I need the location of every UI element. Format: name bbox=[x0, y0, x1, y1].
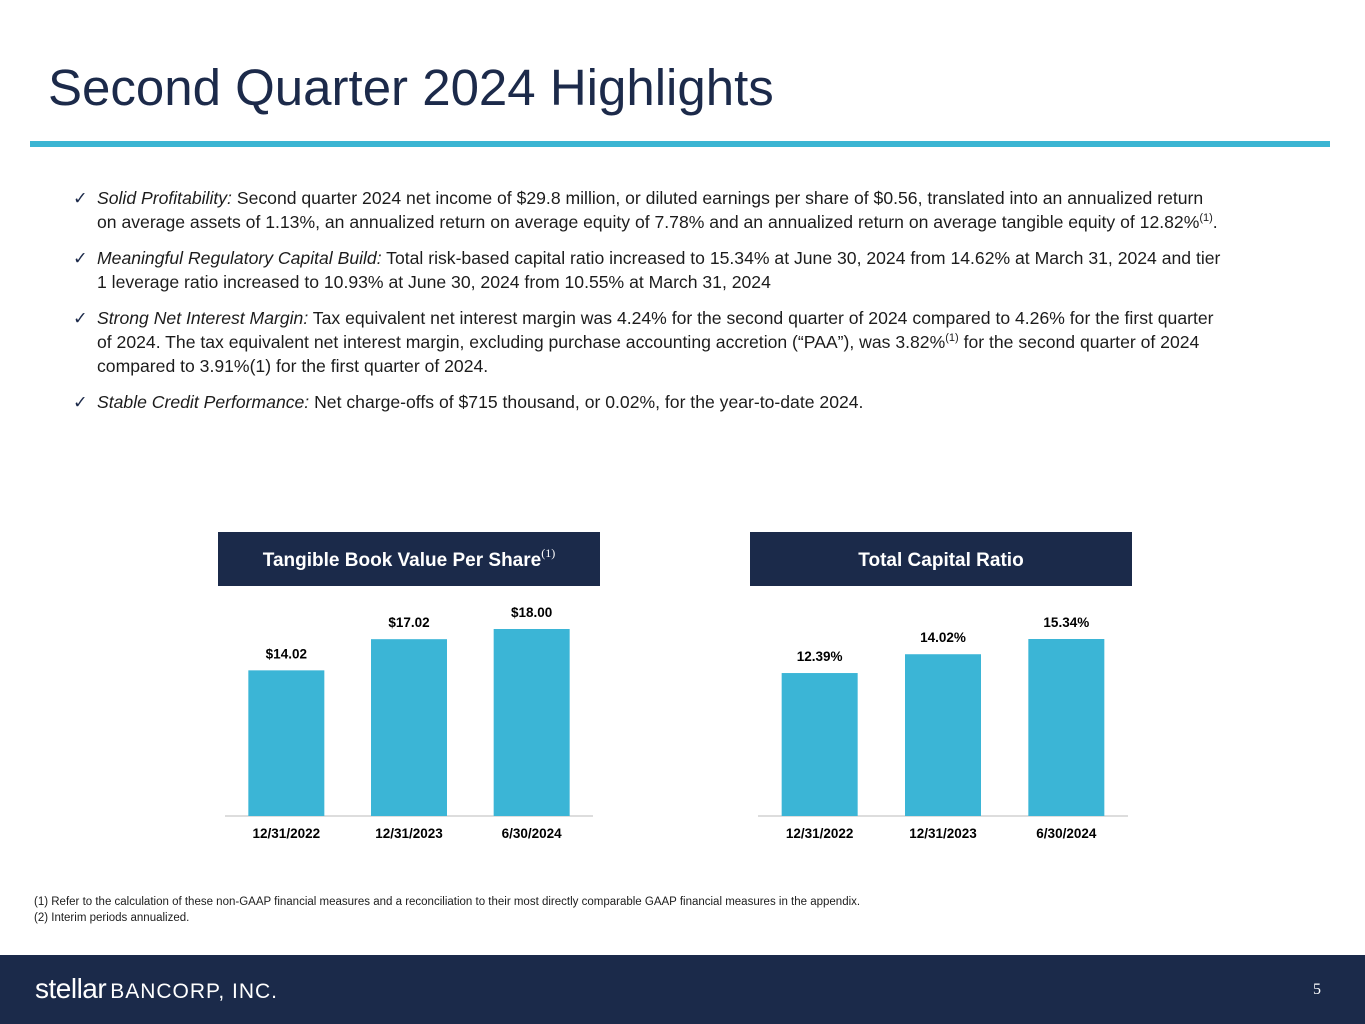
bar bbox=[248, 670, 325, 816]
chart-header bbox=[750, 532, 1132, 586]
footnotes: (1) Refer to the calculation of these no… bbox=[34, 894, 860, 926]
footnote-ref: (1) bbox=[1199, 212, 1213, 225]
bar bbox=[371, 639, 447, 816]
chart-title: Total Capital Ratio bbox=[858, 550, 1023, 571]
bullet-lead: Solid Profitability: bbox=[97, 188, 232, 208]
value-label: $18.00 bbox=[511, 605, 552, 620]
bullet-text: Total risk-based capital ratio increased… bbox=[97, 248, 1221, 292]
logo: stellar BANCORP, INC. bbox=[35, 973, 278, 1005]
x-tick-label: 12/31/2023 bbox=[909, 826, 977, 841]
chart-title: Tangible Book Value Per Share(1) bbox=[263, 546, 555, 571]
x-tick-label: 12/31/2023 bbox=[375, 826, 443, 841]
bullet: Stable Credit Performance: Net charge-of… bbox=[73, 390, 1227, 414]
chart-title-text: Total Capital Ratio bbox=[858, 550, 1023, 571]
logo-sub: BANCORP, INC. bbox=[110, 980, 279, 1003]
x-tick-label: 6/30/2024 bbox=[1036, 826, 1097, 841]
bullet-lead: Meaningful Regulatory Capital Build: bbox=[97, 248, 382, 268]
bullet: Meaningful Regulatory Capital Build: Tot… bbox=[73, 246, 1227, 294]
footnote: (1) Refer to the calculation of these no… bbox=[34, 896, 861, 908]
bullet-text: for the second quarter of 2024 compared … bbox=[97, 332, 1200, 376]
bullet-text: Second quarter 2024 net income of $29.8 … bbox=[97, 188, 1204, 232]
value-label: 14.02% bbox=[920, 630, 966, 645]
slide-title: Second Quarter 2024 Highlights bbox=[48, 59, 774, 116]
x-tick-label: 6/30/2024 bbox=[502, 826, 563, 841]
bullet-list: Solid Profitability: Second quarter 2024… bbox=[73, 186, 1227, 426]
logo-main: stellar bbox=[35, 973, 107, 1004]
x-tick-label: 12/31/2022 bbox=[253, 826, 321, 841]
bar bbox=[493, 629, 570, 816]
page-number: 5 bbox=[1313, 981, 1321, 998]
value-label: $17.02 bbox=[388, 615, 429, 630]
value-label: 15.34% bbox=[1043, 615, 1089, 630]
bullet-text: . bbox=[1212, 212, 1218, 232]
title-rule bbox=[30, 141, 1330, 147]
bar bbox=[905, 654, 981, 816]
chart-title-text: Tangible Book Value Per Share bbox=[263, 550, 541, 571]
chart-header bbox=[218, 532, 600, 586]
footnote-ref: (1) bbox=[945, 332, 959, 345]
value-label: $14.02 bbox=[266, 646, 307, 661]
chart-title-note: (1) bbox=[541, 546, 555, 560]
bar bbox=[1028, 639, 1105, 816]
footnote: (2) Interim periods annualized. bbox=[34, 912, 190, 924]
bullet-lead: Strong Net Interest Margin: bbox=[97, 308, 309, 328]
x-tick-label: 12/31/2022 bbox=[786, 826, 854, 841]
bullet: Solid Profitability: Second quarter 2024… bbox=[73, 186, 1227, 234]
bullet: Strong Net Interest Margin: Tax equivale… bbox=[73, 306, 1227, 378]
bullet-text: Tax equivalent net interest margin was 4… bbox=[97, 308, 1214, 352]
bar bbox=[781, 673, 858, 816]
footer: stellar BANCORP, INC. 5 bbox=[0, 955, 1365, 1024]
value-label: 12.39% bbox=[797, 649, 843, 664]
bullet-lead: Stable Credit Performance: bbox=[97, 392, 310, 412]
bullet-text: Net charge-offs of $715 thousand, or 0.0… bbox=[309, 392, 864, 412]
